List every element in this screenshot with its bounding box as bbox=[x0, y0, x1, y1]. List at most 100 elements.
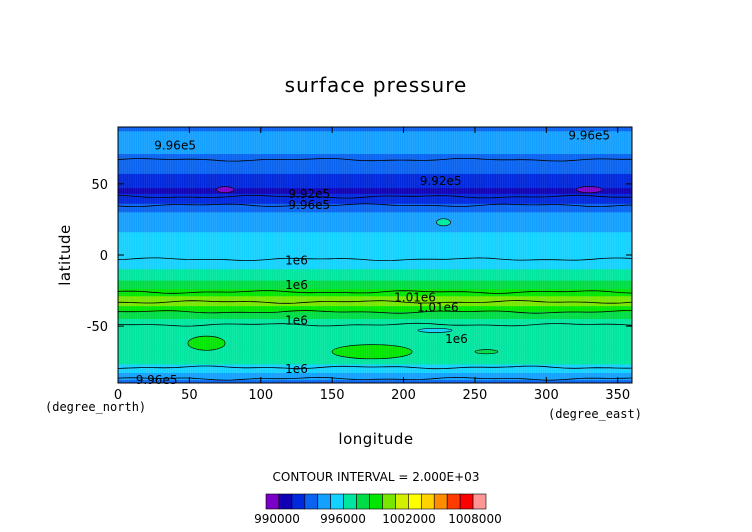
pressure-band bbox=[118, 294, 632, 297]
contour-line bbox=[118, 310, 632, 314]
pressure-band bbox=[118, 250, 632, 253]
pressure-band bbox=[118, 343, 632, 346]
pressure-band bbox=[118, 323, 632, 326]
colorbar-swatch bbox=[343, 493, 357, 510]
pressure-band bbox=[118, 317, 632, 320]
pressure-band bbox=[118, 306, 632, 309]
x-tick-label: 300 bbox=[534, 388, 559, 403]
pressure-band bbox=[118, 319, 632, 322]
pressure-band bbox=[118, 336, 632, 339]
pressure-band bbox=[118, 144, 632, 147]
pressure-band bbox=[118, 297, 632, 300]
pressure-low bbox=[417, 327, 453, 333]
colorbar-swatch bbox=[408, 493, 422, 510]
y-axis-ticks: 50 0 -50 bbox=[87, 178, 632, 335]
contour-line bbox=[118, 203, 632, 208]
pressure-band bbox=[118, 162, 632, 165]
colorbar bbox=[265, 493, 487, 510]
pressure-band bbox=[118, 222, 632, 225]
contour-label: 1e6 bbox=[285, 254, 308, 268]
x-axis-label: longitude bbox=[338, 430, 413, 448]
pressure-band bbox=[118, 169, 632, 172]
pressure-low bbox=[436, 218, 451, 227]
pressure-band bbox=[118, 311, 632, 314]
pressure-band bbox=[118, 149, 632, 152]
pressure-band bbox=[118, 331, 632, 334]
pressure-band bbox=[118, 218, 632, 221]
pressure-band bbox=[118, 303, 632, 306]
contour-label: 9.96e5 bbox=[136, 373, 178, 387]
contour-line bbox=[118, 290, 632, 294]
x-tick-label: 0 bbox=[114, 388, 122, 403]
pressure-band bbox=[118, 202, 632, 205]
pressure-band bbox=[118, 338, 632, 341]
pressure-band bbox=[118, 253, 632, 256]
pressure-band bbox=[118, 183, 632, 186]
pressure-band bbox=[118, 210, 632, 213]
colorbar-swatch bbox=[369, 493, 383, 510]
pressure-band bbox=[118, 132, 632, 135]
contour-line bbox=[118, 194, 632, 199]
contour-label: 9.96e5 bbox=[154, 139, 196, 153]
pressure-band bbox=[118, 189, 632, 192]
colorbar-swatch bbox=[446, 493, 461, 510]
pressure-band bbox=[118, 176, 632, 179]
pressure-band bbox=[118, 213, 632, 216]
pressure-band bbox=[118, 131, 632, 134]
pressure-band bbox=[118, 209, 632, 212]
pressure-band bbox=[118, 216, 632, 219]
pressure-band bbox=[118, 326, 632, 329]
pressure-band bbox=[118, 291, 632, 294]
pressure-band bbox=[118, 377, 632, 380]
contour-label: 9.96e5 bbox=[568, 129, 610, 143]
pressure-band bbox=[118, 367, 632, 370]
pressure-band bbox=[118, 232, 632, 235]
pressure-band bbox=[118, 243, 632, 246]
pressure-band bbox=[118, 192, 632, 195]
pressure-band bbox=[118, 316, 632, 319]
pressure-band bbox=[118, 166, 632, 169]
colorbar-tick-label: 1008000 bbox=[448, 512, 501, 526]
pressure-band bbox=[118, 276, 632, 279]
pressure-band bbox=[118, 186, 632, 189]
y-axis-unit: (degree_north) bbox=[45, 400, 146, 414]
pressure-band bbox=[118, 313, 632, 316]
colorbar-swatch bbox=[278, 493, 293, 510]
colorbar-swatch bbox=[304, 493, 319, 510]
pressure-band bbox=[118, 188, 632, 191]
pressure-band bbox=[118, 154, 632, 157]
colorbar-tick-label: 996000 bbox=[320, 512, 366, 526]
pressure-band bbox=[118, 237, 632, 240]
pressure-band bbox=[118, 341, 632, 344]
colorbar-swatch bbox=[472, 493, 487, 510]
pressure-band bbox=[118, 304, 632, 307]
pressure-band bbox=[118, 139, 632, 142]
pressure-band bbox=[118, 328, 632, 331]
pressure-band bbox=[118, 287, 632, 290]
pressure-band bbox=[118, 321, 632, 324]
colorbar-swatch bbox=[433, 493, 448, 510]
pressure-band bbox=[118, 310, 632, 313]
pressure-band bbox=[118, 360, 632, 363]
colorbar-swatch bbox=[459, 493, 474, 510]
x-tick-label: 200 bbox=[391, 388, 416, 403]
pressure-band bbox=[118, 290, 632, 293]
pressure-band bbox=[118, 363, 632, 366]
pressure-band bbox=[118, 203, 632, 206]
pressure-band bbox=[118, 233, 632, 236]
pressure-band bbox=[118, 283, 632, 286]
pressure-band bbox=[118, 235, 632, 238]
contour-line bbox=[118, 158, 632, 162]
x-tick-label: 50 bbox=[181, 388, 198, 403]
pressure-band bbox=[118, 279, 632, 282]
pressure-band bbox=[118, 370, 632, 373]
pressure-band bbox=[118, 240, 632, 243]
pressure-band bbox=[118, 358, 632, 361]
y-tick-label: 0 bbox=[100, 249, 108, 264]
pressure-band bbox=[118, 220, 632, 223]
y-tick-label: -50 bbox=[87, 320, 108, 335]
pressure-band bbox=[118, 246, 632, 249]
colorbar-swatch bbox=[382, 493, 396, 510]
pressure-band bbox=[118, 145, 632, 148]
pressure-band bbox=[118, 191, 632, 194]
